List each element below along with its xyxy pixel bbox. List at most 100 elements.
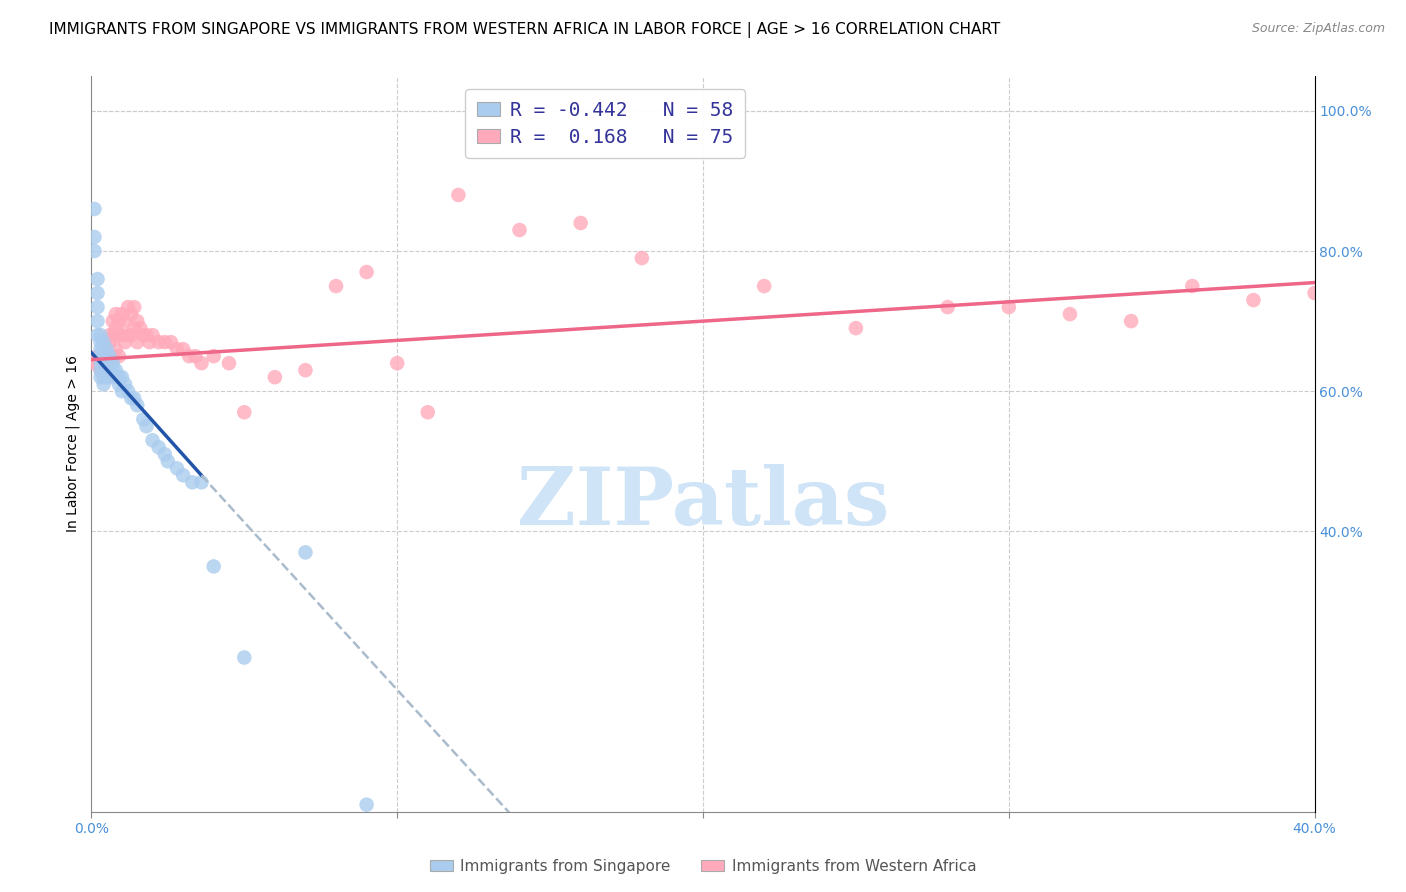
Point — [120, 307, 142, 321]
Point — [184, 349, 207, 363]
Point — [98, 349, 121, 363]
Point — [569, 216, 592, 230]
Point — [98, 335, 121, 350]
Point — [90, 356, 112, 370]
Point — [153, 335, 176, 350]
Point — [93, 377, 115, 392]
Point — [148, 335, 170, 350]
Point — [166, 342, 188, 356]
Point — [509, 223, 531, 237]
Point — [218, 356, 240, 370]
Point — [156, 454, 179, 468]
Point — [114, 377, 136, 392]
Point — [190, 475, 212, 490]
Point — [135, 419, 157, 434]
Point — [98, 363, 121, 377]
Point — [1181, 279, 1204, 293]
Point — [172, 468, 194, 483]
Point — [101, 349, 124, 363]
Point — [325, 279, 347, 293]
Point — [86, 314, 108, 328]
Point — [1059, 307, 1081, 321]
Text: Source: ZipAtlas.com: Source: ZipAtlas.com — [1251, 22, 1385, 36]
Point — [114, 314, 136, 328]
Point — [86, 272, 108, 286]
Point — [202, 349, 225, 363]
Point — [117, 328, 139, 343]
Point — [98, 370, 121, 384]
Legend: R = -0.442   N = 58, R =  0.168   N = 75: R = -0.442 N = 58, R = 0.168 N = 75 — [465, 89, 745, 159]
Point — [83, 202, 105, 216]
Point — [86, 356, 108, 370]
Point — [294, 545, 316, 559]
Point — [104, 363, 127, 377]
Point — [202, 559, 225, 574]
Legend: Immigrants from Singapore, Immigrants from Western Africa: Immigrants from Singapore, Immigrants fr… — [423, 853, 983, 880]
Y-axis label: In Labor Force | Age > 16: In Labor Force | Age > 16 — [66, 355, 80, 533]
Point — [111, 370, 134, 384]
Point — [83, 230, 105, 244]
Point — [104, 370, 127, 384]
Point — [90, 356, 112, 370]
Point — [93, 363, 115, 377]
Point — [127, 398, 149, 412]
Point — [93, 370, 115, 384]
Text: ZIPatlas: ZIPatlas — [517, 464, 889, 541]
Point — [132, 328, 155, 343]
Point — [93, 349, 115, 363]
Point — [190, 356, 212, 370]
Point — [148, 440, 170, 454]
Point — [98, 349, 121, 363]
Point — [86, 328, 108, 343]
Point — [153, 447, 176, 461]
Point — [233, 405, 256, 419]
Point — [86, 300, 108, 314]
Point — [96, 349, 118, 363]
Point — [108, 314, 131, 328]
Point — [1243, 293, 1265, 307]
Point — [356, 797, 378, 812]
Point — [101, 356, 124, 370]
Point — [90, 328, 112, 343]
Point — [385, 356, 409, 370]
Point — [416, 405, 439, 419]
Point — [96, 356, 118, 370]
Point — [1121, 314, 1143, 328]
Point — [111, 307, 134, 321]
Point — [181, 475, 204, 490]
Point — [998, 300, 1021, 314]
Point — [104, 307, 127, 321]
Point — [127, 314, 149, 328]
Point — [104, 321, 127, 335]
Point — [93, 356, 115, 370]
Point — [108, 377, 131, 392]
Point — [90, 363, 112, 377]
Point — [179, 349, 201, 363]
Point — [90, 335, 112, 350]
Point — [93, 342, 115, 356]
Point — [96, 356, 118, 370]
Point — [754, 279, 776, 293]
Point — [129, 321, 152, 335]
Point — [101, 328, 124, 343]
Point — [135, 328, 157, 343]
Point — [1303, 286, 1326, 301]
Point — [96, 363, 118, 377]
Point — [233, 650, 256, 665]
Point — [90, 342, 112, 356]
Point — [264, 370, 287, 384]
Point — [132, 412, 155, 426]
Point — [104, 342, 127, 356]
Point — [93, 356, 115, 370]
Point — [936, 300, 959, 314]
Point — [101, 363, 124, 377]
Point — [122, 391, 145, 405]
Point — [1365, 370, 1388, 384]
Point — [120, 328, 142, 343]
Point — [356, 265, 378, 279]
Point — [122, 321, 145, 335]
Point — [90, 363, 112, 377]
Point — [111, 384, 134, 399]
Point — [631, 251, 654, 265]
Point — [83, 244, 105, 258]
